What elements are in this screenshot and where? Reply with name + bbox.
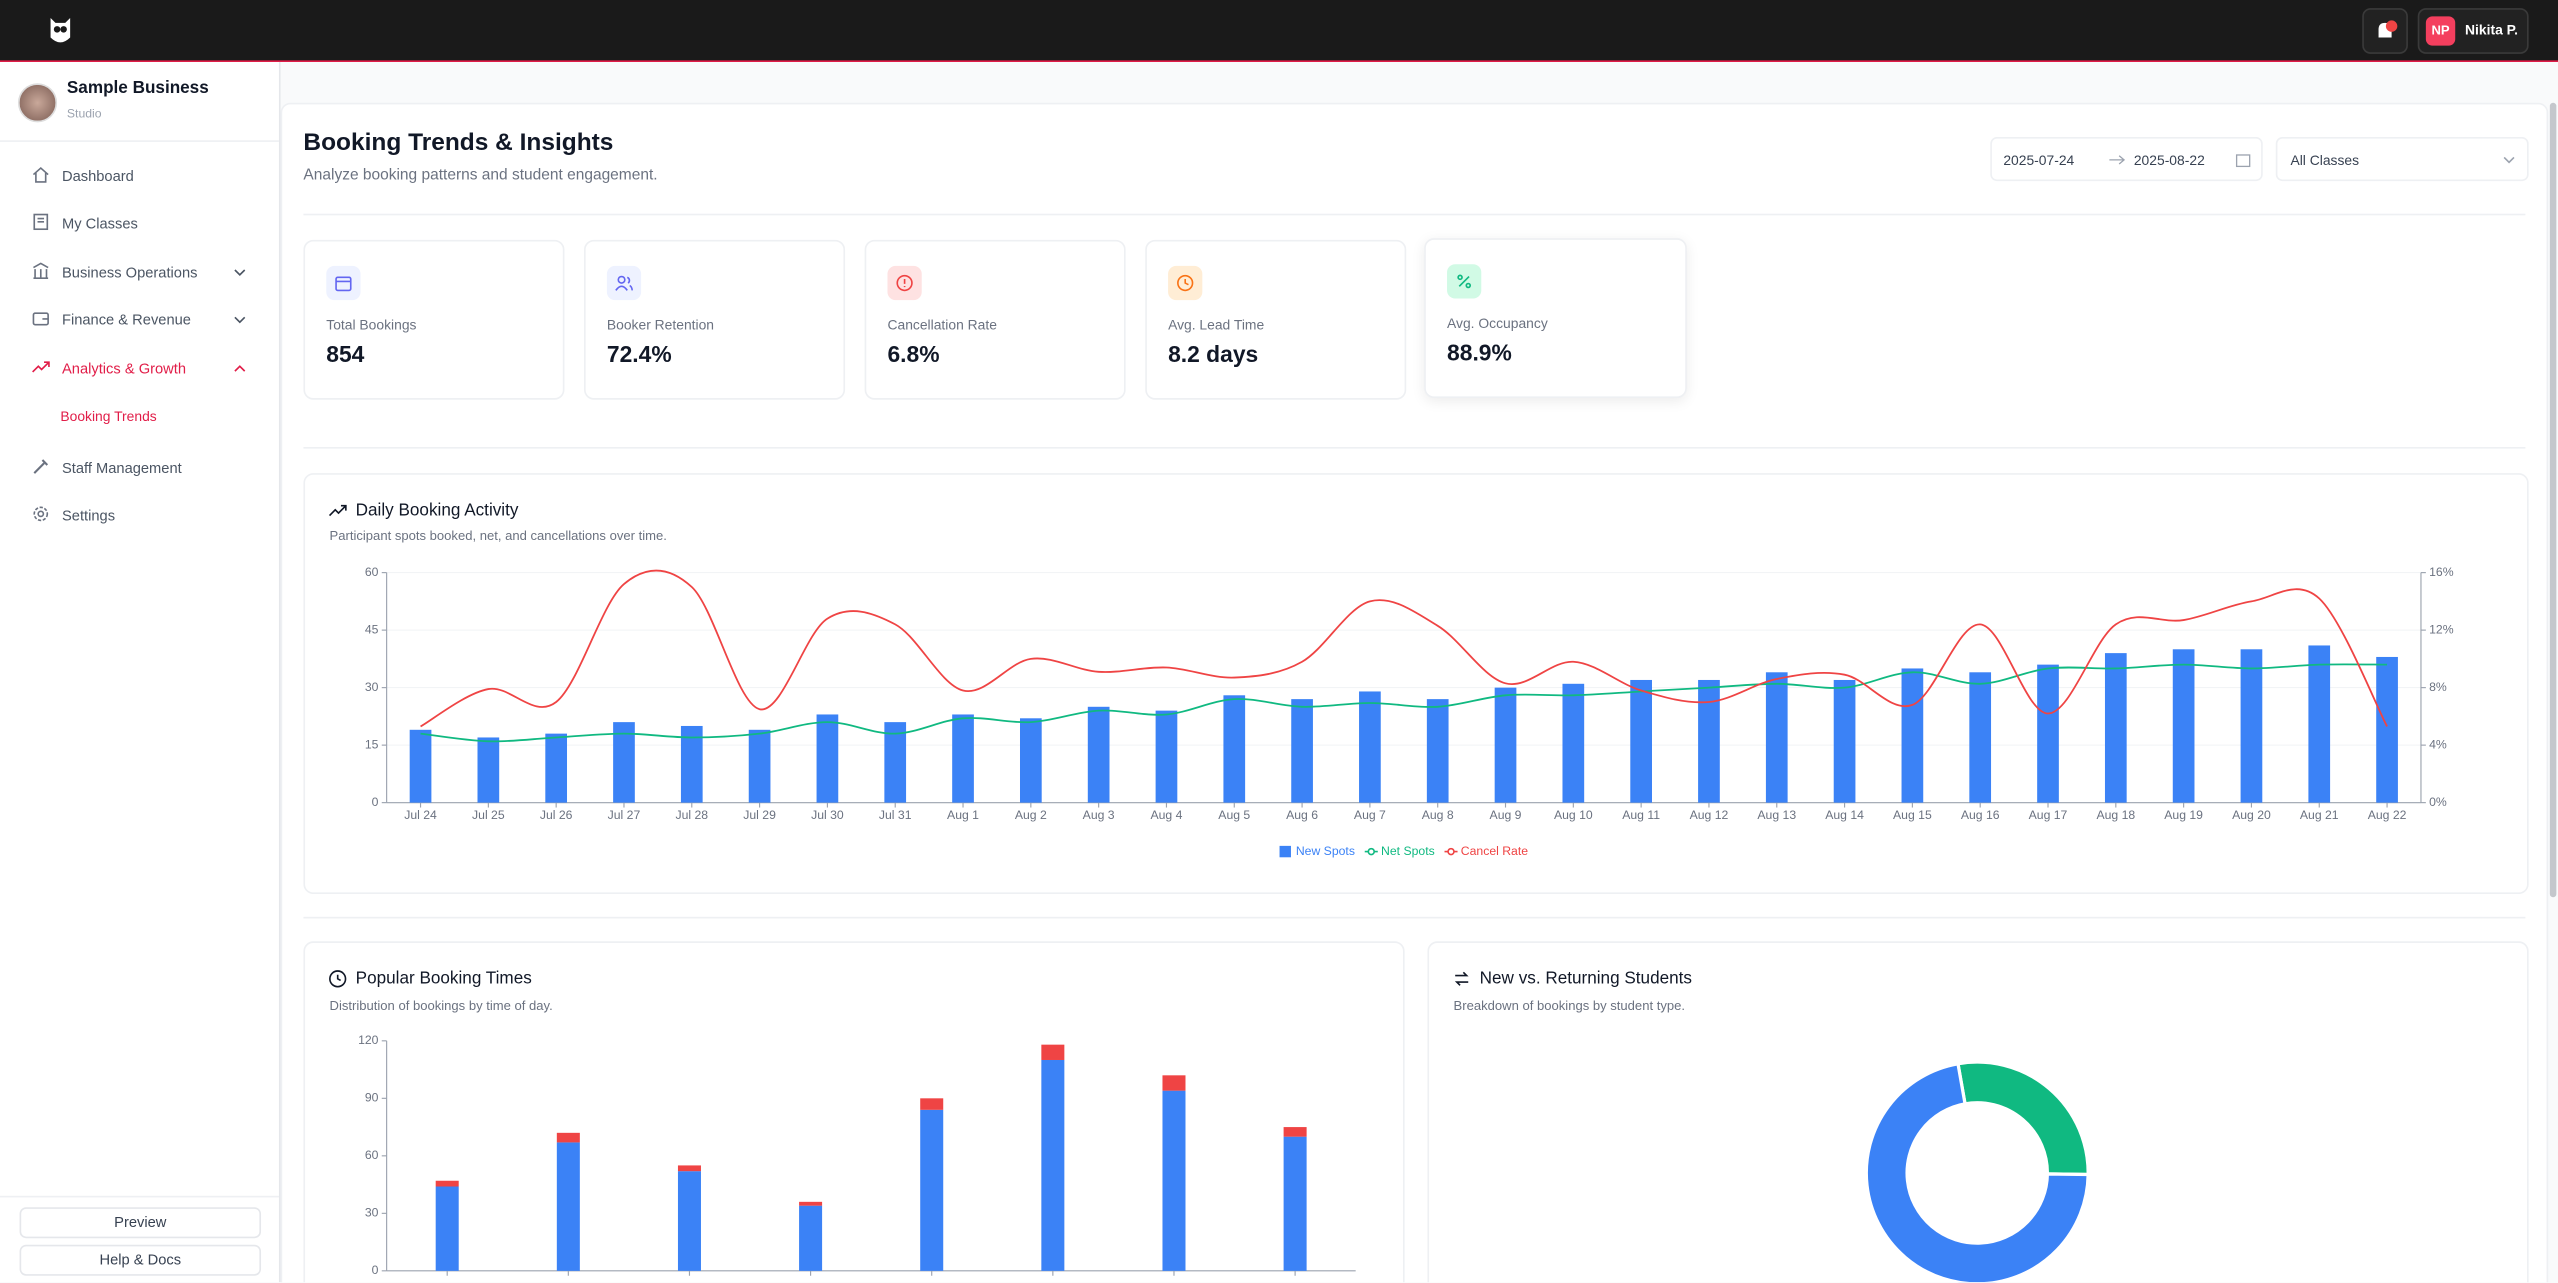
percent-icon	[1457, 274, 1472, 289]
nav-item[interactable]: Settings	[0, 504, 279, 527]
trend-icon	[328, 504, 347, 517]
clock-icon	[1177, 274, 1194, 292]
nav-icon	[33, 262, 49, 279]
user-menu[interactable]: NP Nikita P.	[2417, 8, 2529, 54]
chart-subtitle: Distribution of bookings by time of day.	[329, 998, 553, 1014]
users-icon	[615, 275, 633, 291]
nav-icon	[32, 312, 49, 326]
user-avatar: NP	[2425, 16, 2456, 46]
nav-label: My Classes	[61, 215, 138, 232]
business-name: Sample Business	[66, 78, 209, 98]
kpi-label: Booker Retention	[606, 316, 715, 333]
kpi-card: Cancellation Rate 6.8%	[864, 239, 1126, 400]
nav-icon	[32, 166, 49, 183]
kpi-icon	[326, 265, 361, 301]
divider	[0, 140, 279, 142]
date-to: 2025-08-22	[2133, 151, 2205, 169]
chevron	[234, 365, 246, 372]
nav-item[interactable]: Staff Management	[0, 457, 279, 480]
kpi-value: 72.4%	[606, 340, 672, 368]
nav-label: Finance & Revenue	[61, 311, 191, 328]
business-avatar	[17, 83, 58, 123]
chart-title: Daily Booking Activity	[355, 500, 519, 521]
nav-sub-item[interactable]: Booking Trends	[60, 407, 157, 425]
chevron	[2503, 156, 2515, 164]
button-label: Preview	[114, 1213, 167, 1231]
nav-icon	[33, 506, 49, 522]
kpi-icon	[606, 265, 642, 301]
kpi-icon	[1447, 264, 1482, 299]
chevron	[234, 316, 246, 324]
nav-icon	[33, 459, 49, 474]
chart-card: Popular Booking Times Distribution of bo…	[303, 941, 1405, 1283]
kpi-icon	[1168, 265, 1203, 301]
nav-icon	[32, 361, 50, 373]
divider	[303, 446, 2526, 449]
scrollbar[interactable]	[2549, 102, 2557, 898]
date-from: 2025-07-24	[2003, 151, 2075, 169]
nav-item[interactable]: My Classes	[0, 212, 279, 235]
calendar-icon	[335, 276, 352, 292]
notifications-button[interactable]	[2362, 8, 2408, 54]
kpi-label: Total Bookings	[326, 316, 417, 333]
kpi-label: Avg. Lead Time	[1168, 316, 1265, 333]
logo[interactable]	[47, 15, 73, 46]
kpi-card: Avg. Lead Time 8.2 days	[1145, 239, 1407, 400]
kpi-card: Total Bookings 854	[303, 239, 565, 400]
nav-label: Settings	[61, 507, 116, 524]
nav-item-active[interactable]: Analytics & Growth	[0, 357, 279, 380]
nav-item[interactable]: Dashboard	[0, 165, 279, 188]
chart-title: New vs. Returning Students	[1479, 969, 1692, 989]
sidebar: Sample Business Studio Dashboard My Clas…	[0, 61, 281, 1283]
bell-icon	[2378, 20, 2398, 38]
kpi-card: Avg. Occupancy 88.9%	[1424, 238, 1687, 399]
kpi-label: Avg. Occupancy	[1447, 314, 1548, 332]
page-subtitle: Analyze booking patterns and student eng…	[303, 166, 658, 185]
class-filter-value: All Classes	[2290, 151, 2360, 169]
divider	[0, 1195, 279, 1198]
exchange-icon	[1454, 971, 1469, 986]
kpi-label: Cancellation Rate	[887, 316, 997, 333]
clock-icon	[329, 970, 347, 988]
chart-title: Popular Booking Times	[355, 969, 532, 989]
kpi-icon	[887, 265, 922, 301]
preview-button[interactable]: Preview	[19, 1207, 262, 1239]
help-button[interactable]: Help & Docs	[19, 1244, 262, 1276]
user-name: Nikita P.	[2465, 21, 2518, 38]
chart-card: New vs. Returning Students Breakdown of …	[1427, 941, 2529, 1283]
kpi-value: 8.2 days	[1168, 340, 1259, 368]
kpi-value: 6.8%	[887, 340, 940, 368]
business-type: Studio	[66, 106, 102, 121]
nav-icon	[33, 213, 49, 231]
alert-icon	[896, 274, 913, 292]
chart-subtitle: Participant spots booked, net, and cance…	[329, 528, 667, 544]
nav-label: Analytics & Growth	[61, 360, 187, 377]
button-label: Help & Docs	[99, 1251, 182, 1268]
date-range-picker[interactable]: 2025-07-24 2025-08-22	[1990, 137, 2263, 182]
chart-subtitle: Breakdown of bookings by student type.	[1453, 998, 1686, 1014]
nav-item[interactable]: Business Operations	[0, 261, 279, 284]
arrow-icon	[2109, 155, 2126, 165]
kpi-value: 854	[326, 340, 365, 368]
kpi-value: 88.9%	[1447, 339, 1512, 366]
chart-card: Daily Booking Activity Participant spots…	[303, 473, 2529, 894]
calendar-icon	[2235, 154, 2251, 168]
nav-label: Business Operations	[61, 264, 198, 281]
divider	[303, 916, 2526, 919]
top-bar: NP Nikita P.	[0, 0, 2558, 62]
nav-label: Staff Management	[61, 460, 182, 477]
page-title: Booking Trends & Insights	[303, 128, 614, 157]
nav-label: Dashboard	[61, 168, 134, 185]
class-filter[interactable]: All Classes	[2275, 137, 2529, 182]
kpi-card: Booker Retention 72.4%	[584, 239, 846, 400]
divider	[303, 213, 2526, 216]
nav-item[interactable]: Finance & Revenue	[0, 308, 279, 331]
chevron	[234, 269, 246, 277]
